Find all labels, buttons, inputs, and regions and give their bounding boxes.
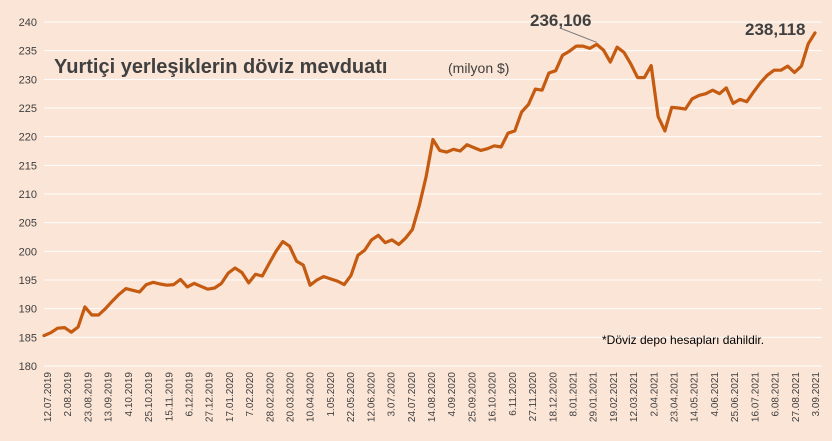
y-tick-label: 200 — [19, 246, 37, 258]
x-tick-label: 2.04.2021 — [649, 372, 660, 417]
y-tick-label: 235 — [19, 46, 37, 58]
peak-callout: 236,106 — [530, 11, 591, 30]
x-tick-label: 13.09.2019 — [104, 372, 115, 422]
x-tick-label: 16.07.2021 — [750, 372, 761, 422]
x-tick-label: 27.08.2021 — [791, 372, 802, 422]
x-tick-label: 6.08.2021 — [771, 372, 782, 417]
x-tick-label: 4.06.2021 — [710, 372, 721, 417]
x-tick-label: 2.08.2019 — [63, 372, 74, 417]
chart-title: Yurtiçi yerleşiklerin döviz mevduatı — [54, 56, 387, 78]
y-tick-label: 205 — [19, 218, 37, 230]
callout-leader — [559, 27, 597, 43]
x-tick-label: 10.04.2020 — [306, 372, 317, 422]
y-tick-label: 195 — [19, 275, 37, 287]
x-tick-label: 7.02.2020 — [245, 372, 256, 417]
x-tick-label: 25.09.2020 — [467, 372, 478, 422]
x-tick-label: 3.07.2020 — [387, 372, 398, 417]
x-tick-label: 29.01.2021 — [589, 372, 600, 422]
y-tick-label: 185 — [19, 332, 37, 344]
x-tick-label: 4.10.2019 — [124, 372, 135, 417]
x-tick-label: 25.10.2019 — [144, 372, 155, 422]
gridlines — [44, 21, 822, 367]
x-tick-label: 27.12.2019 — [205, 372, 216, 422]
y-tick-label: 230 — [19, 74, 37, 86]
y-tick-label: 215 — [19, 160, 37, 172]
x-tick-label: 6.11.2020 — [508, 372, 519, 416]
x-tick-label: 4.09.2020 — [447, 372, 458, 417]
x-tick-label: 14.08.2020 — [427, 372, 438, 422]
x-tick-label: 16.10.2020 — [488, 372, 499, 422]
y-tick-label: 190 — [19, 304, 37, 316]
y-tick-label: 225 — [19, 103, 37, 115]
y-tick-label: 240 — [19, 17, 37, 29]
x-tick-label: 20.03.2020 — [286, 372, 297, 422]
x-tick-label: 23.04.2021 — [670, 372, 681, 422]
x-tick-label: 12.03.2021 — [629, 372, 640, 422]
x-tick-label: 1.05.2020 — [326, 372, 337, 417]
chart-footnote: *Döviz depo hesapları dahildir. — [602, 333, 764, 347]
x-tick-label: 12.06.2020 — [366, 372, 377, 422]
y-tick-label: 180 — [19, 361, 37, 373]
x-tick-label: 22.05.2020 — [346, 372, 357, 422]
x-tick-label: 19.02.2021 — [609, 372, 620, 422]
x-tick-label: 27.11.2020 — [528, 372, 539, 422]
x-tick-label: 8.01.2021 — [568, 372, 579, 417]
chart-title-unit: (milyon $) — [448, 60, 509, 76]
x-tick-label: 14.05.2021 — [690, 372, 701, 422]
x-tick-label: 17.01.2020 — [225, 372, 236, 422]
x-tick-label: 12.07.2019 — [43, 372, 54, 422]
series-layer — [42, 31, 817, 338]
x-tick-label: 3.09.2021 — [811, 372, 822, 417]
x-tick-label: 18.12.2020 — [548, 372, 559, 422]
x-tick-label: 23.08.2019 — [83, 372, 94, 422]
last-value-callout: 238,118 — [745, 20, 806, 39]
x-axis-ticks: 12.07.2019 2.08.2019 23.08.2019 13.09.2019 4… — [43, 372, 822, 422]
x-tick-label: 28.02.2020 — [265, 372, 276, 422]
y-axis-ticks: 180 185 190 195 200 205 210 215 220 225 230 235 240 — [19, 17, 37, 373]
y-tick-label: 210 — [19, 189, 37, 201]
x-tick-label: 15.11.2019 — [164, 372, 175, 422]
series-line — [42, 31, 817, 338]
x-tick-label: 24.07.2020 — [407, 372, 418, 422]
x-tick-label: 25.06.2021 — [730, 372, 741, 422]
x-tick-label: 6.12.2019 — [184, 372, 195, 417]
callouts: 236,106 238,118 — [530, 11, 806, 43]
y-tick-label: 220 — [19, 132, 37, 144]
